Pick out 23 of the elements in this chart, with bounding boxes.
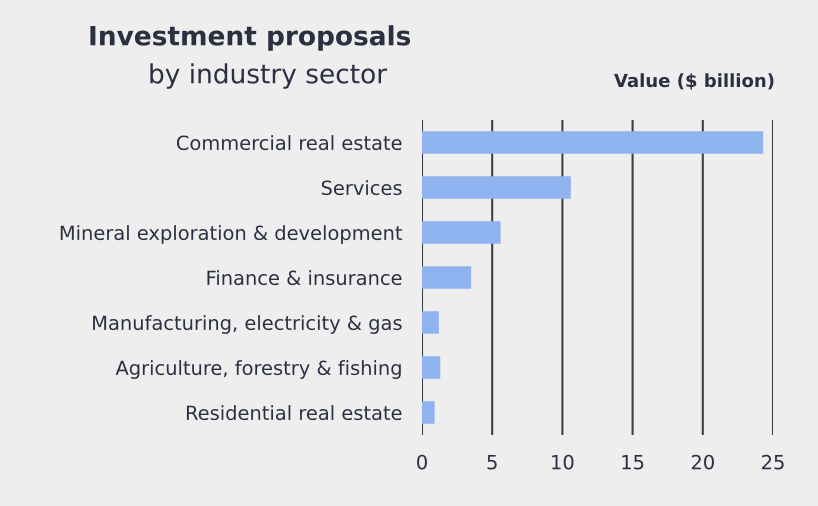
y-tick-label: Mineral exploration & development [60,225,402,244]
y-tick-label: Manufacturing, electricity & gas [93,315,402,334]
y-tick-label: Services [322,180,402,196]
x-tick-label: 10 [552,454,574,470]
y-tick-label: Agriculture, forestry & fishing [116,360,401,379]
bar [422,176,571,199]
x-tick-label: 25 [762,454,784,470]
chart-title: Investment proposals [90,25,410,51]
x-tick-label: 5 [488,455,497,470]
bar [422,221,501,244]
y-tick-label: Residential real estate [186,405,402,420]
y-tick-label: Commercial real estate [176,135,402,150]
bar [422,266,472,289]
x-tick-label: 0 [417,454,427,470]
x-tick-label: 15 [622,455,644,470]
x-tick-label: 20 [692,454,714,470]
bar [422,401,435,424]
x-axis-title: Value ($ billion) [614,73,774,90]
bar [422,131,764,154]
bar [422,356,440,379]
bar [422,311,439,334]
y-tick-label: Finance & insurance [207,270,402,286]
chart-subtitle: by industry sector [150,63,388,89]
